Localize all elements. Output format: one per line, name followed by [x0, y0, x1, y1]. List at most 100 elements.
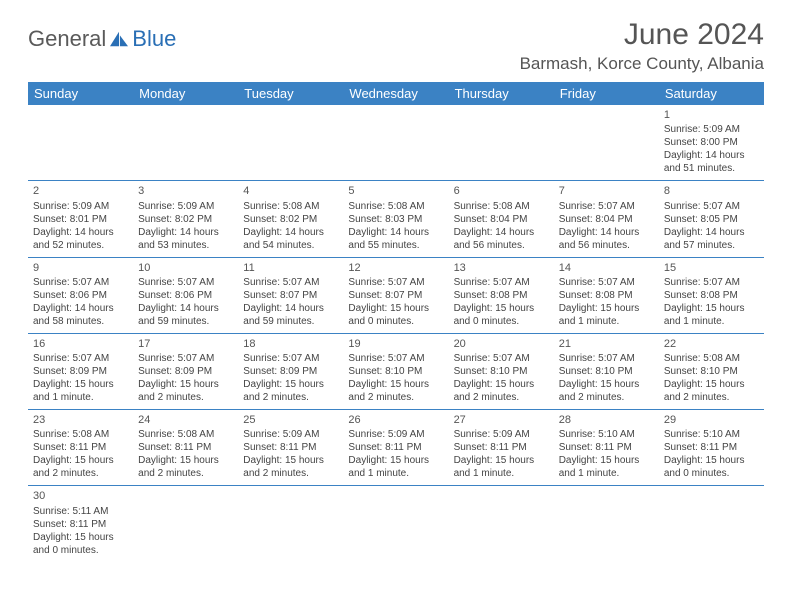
daylight-text: Daylight: 14 hours — [348, 226, 443, 239]
sunrise-text: Sunrise: 5:07 AM — [243, 276, 338, 289]
sunrise-text: Sunrise: 5:07 AM — [559, 352, 654, 365]
calendar-day-cell: 27Sunrise: 5:09 AMSunset: 8:11 PMDayligh… — [449, 410, 554, 486]
daylight-text: Daylight: 15 hours — [33, 531, 128, 544]
calendar-day-cell: 20Sunrise: 5:07 AMSunset: 8:10 PMDayligh… — [449, 333, 554, 409]
title-block: June 2024 Barmash, Korce County, Albania — [520, 18, 764, 74]
sunset-text: Sunset: 8:11 PM — [33, 518, 128, 531]
day-number: 28 — [559, 413, 654, 427]
calendar-day-cell: 5Sunrise: 5:08 AMSunset: 8:03 PMDaylight… — [343, 181, 448, 257]
weekday-header: Wednesday — [343, 82, 448, 105]
logo: General Blue — [28, 26, 176, 52]
day-number: 27 — [454, 413, 549, 427]
daylight-text: and 2 minutes. — [138, 467, 233, 480]
sunset-text: Sunset: 8:11 PM — [559, 441, 654, 454]
day-number: 3 — [138, 184, 233, 198]
sunset-text: Sunset: 8:10 PM — [559, 365, 654, 378]
daylight-text: and 56 minutes. — [454, 239, 549, 252]
daylight-text: Daylight: 14 hours — [33, 226, 128, 239]
weekday-header-row: Sunday Monday Tuesday Wednesday Thursday… — [28, 82, 764, 105]
calendar-day-cell: 16Sunrise: 5:07 AMSunset: 8:09 PMDayligh… — [28, 333, 133, 409]
day-number: 15 — [664, 261, 759, 275]
calendar-week-row: 9Sunrise: 5:07 AMSunset: 8:06 PMDaylight… — [28, 257, 764, 333]
day-number: 22 — [664, 337, 759, 351]
daylight-text: and 59 minutes. — [243, 315, 338, 328]
sunset-text: Sunset: 8:10 PM — [348, 365, 443, 378]
daylight-text: Daylight: 15 hours — [243, 378, 338, 391]
daylight-text: and 57 minutes. — [664, 239, 759, 252]
calendar-day-cell — [554, 486, 659, 562]
sunrise-text: Sunrise: 5:08 AM — [664, 352, 759, 365]
sunset-text: Sunset: 8:04 PM — [454, 213, 549, 226]
sunrise-text: Sunrise: 5:08 AM — [138, 428, 233, 441]
daylight-text: Daylight: 15 hours — [559, 378, 654, 391]
calendar-day-cell: 29Sunrise: 5:10 AMSunset: 8:11 PMDayligh… — [659, 410, 764, 486]
daylight-text: and 0 minutes. — [33, 544, 128, 557]
sunrise-text: Sunrise: 5:07 AM — [348, 352, 443, 365]
calendar-day-cell: 25Sunrise: 5:09 AMSunset: 8:11 PMDayligh… — [238, 410, 343, 486]
sunset-text: Sunset: 8:11 PM — [664, 441, 759, 454]
daylight-text: and 52 minutes. — [33, 239, 128, 252]
calendar-day-cell: 12Sunrise: 5:07 AMSunset: 8:07 PMDayligh… — [343, 257, 448, 333]
daylight-text: and 1 minute. — [559, 315, 654, 328]
sunrise-text: Sunrise: 5:07 AM — [33, 352, 128, 365]
weekday-header: Thursday — [449, 82, 554, 105]
calendar-day-cell: 9Sunrise: 5:07 AMSunset: 8:06 PMDaylight… — [28, 257, 133, 333]
sunset-text: Sunset: 8:03 PM — [348, 213, 443, 226]
sunrise-text: Sunrise: 5:09 AM — [243, 428, 338, 441]
sunrise-text: Sunrise: 5:08 AM — [243, 200, 338, 213]
daylight-text: and 1 minute. — [348, 467, 443, 480]
day-number: 29 — [664, 413, 759, 427]
sunset-text: Sunset: 8:09 PM — [33, 365, 128, 378]
day-number: 17 — [138, 337, 233, 351]
daylight-text: and 2 minutes. — [138, 391, 233, 404]
daylight-text: and 55 minutes. — [348, 239, 443, 252]
daylight-text: Daylight: 15 hours — [664, 302, 759, 315]
sunrise-text: Sunrise: 5:07 AM — [33, 276, 128, 289]
weekday-header: Friday — [554, 82, 659, 105]
sunrise-text: Sunrise: 5:07 AM — [454, 276, 549, 289]
daylight-text: and 2 minutes. — [243, 467, 338, 480]
sunrise-text: Sunrise: 5:07 AM — [243, 352, 338, 365]
calendar-day-cell: 23Sunrise: 5:08 AMSunset: 8:11 PMDayligh… — [28, 410, 133, 486]
sunset-text: Sunset: 8:11 PM — [454, 441, 549, 454]
calendar-day-cell: 11Sunrise: 5:07 AMSunset: 8:07 PMDayligh… — [238, 257, 343, 333]
daylight-text: and 1 minute. — [454, 467, 549, 480]
day-number: 13 — [454, 261, 549, 275]
calendar-day-cell: 8Sunrise: 5:07 AMSunset: 8:05 PMDaylight… — [659, 181, 764, 257]
calendar-day-cell — [133, 486, 238, 562]
sunrise-text: Sunrise: 5:07 AM — [348, 276, 443, 289]
day-number: 25 — [243, 413, 338, 427]
daylight-text: Daylight: 14 hours — [33, 302, 128, 315]
daylight-text: Daylight: 15 hours — [454, 454, 549, 467]
day-number: 23 — [33, 413, 128, 427]
day-number: 11 — [243, 261, 338, 275]
daylight-text: Daylight: 14 hours — [138, 302, 233, 315]
calendar-day-cell: 21Sunrise: 5:07 AMSunset: 8:10 PMDayligh… — [554, 333, 659, 409]
sunset-text: Sunset: 8:09 PM — [138, 365, 233, 378]
calendar-day-cell — [238, 105, 343, 181]
day-number: 26 — [348, 413, 443, 427]
calendar-day-cell: 15Sunrise: 5:07 AMSunset: 8:08 PMDayligh… — [659, 257, 764, 333]
sunrise-text: Sunrise: 5:07 AM — [454, 352, 549, 365]
daylight-text: and 2 minutes. — [559, 391, 654, 404]
sunset-text: Sunset: 8:07 PM — [348, 289, 443, 302]
calendar-day-cell: 24Sunrise: 5:08 AMSunset: 8:11 PMDayligh… — [133, 410, 238, 486]
weekday-header: Monday — [133, 82, 238, 105]
sunrise-text: Sunrise: 5:08 AM — [454, 200, 549, 213]
calendar-week-row: 23Sunrise: 5:08 AMSunset: 8:11 PMDayligh… — [28, 410, 764, 486]
sunset-text: Sunset: 8:10 PM — [454, 365, 549, 378]
sunrise-text: Sunrise: 5:07 AM — [664, 276, 759, 289]
daylight-text: Daylight: 15 hours — [33, 378, 128, 391]
daylight-text: Daylight: 15 hours — [138, 378, 233, 391]
daylight-text: Daylight: 15 hours — [454, 302, 549, 315]
sunrise-text: Sunrise: 5:09 AM — [33, 200, 128, 213]
sunset-text: Sunset: 8:02 PM — [138, 213, 233, 226]
sunset-text: Sunset: 8:08 PM — [664, 289, 759, 302]
calendar-day-cell: 18Sunrise: 5:07 AMSunset: 8:09 PMDayligh… — [238, 333, 343, 409]
sunset-text: Sunset: 8:05 PM — [664, 213, 759, 226]
sunset-text: Sunset: 8:10 PM — [664, 365, 759, 378]
day-number: 8 — [664, 184, 759, 198]
daylight-text: and 2 minutes. — [33, 467, 128, 480]
day-number: 20 — [454, 337, 549, 351]
calendar-day-cell — [449, 486, 554, 562]
